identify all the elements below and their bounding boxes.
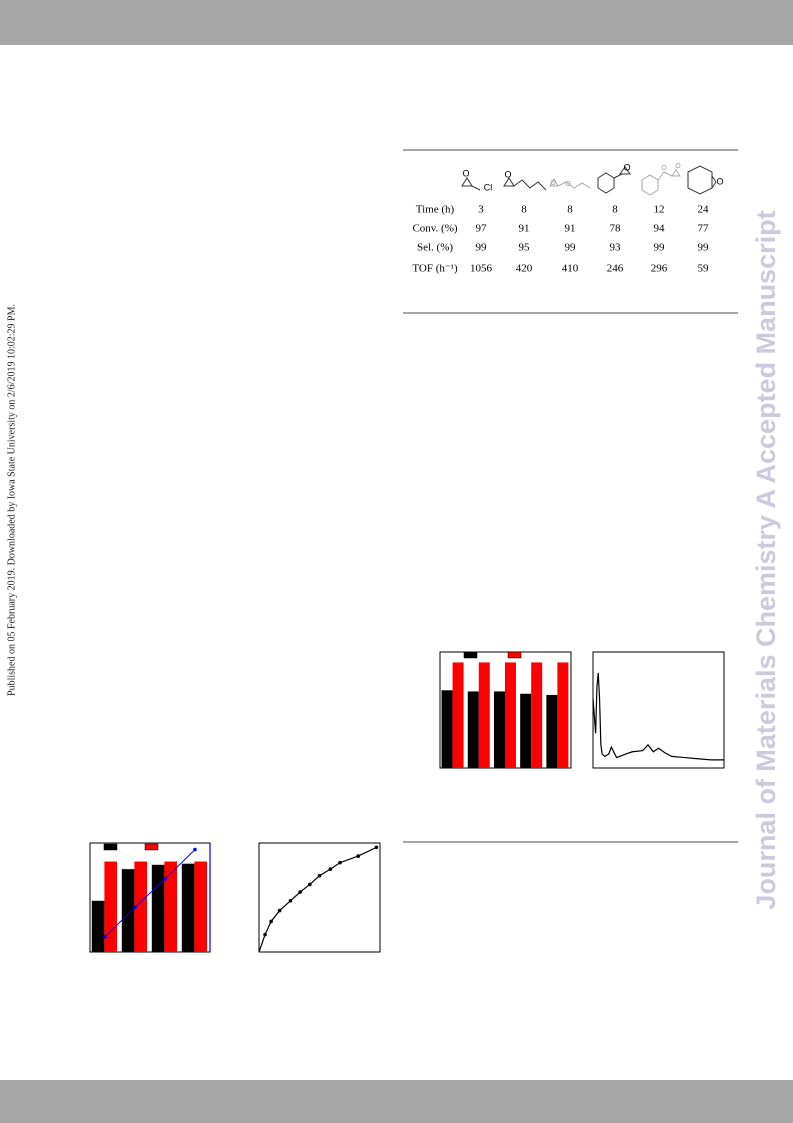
bar [121, 869, 135, 952]
point [277, 908, 282, 913]
table-cell: 97 [476, 223, 488, 235]
bar [104, 861, 117, 952]
row-label: TOF (h⁻¹) [412, 263, 458, 275]
point [163, 877, 167, 881]
row-label: Sel. (%) [417, 242, 453, 254]
bar [546, 694, 558, 768]
table-cell: 420 [516, 263, 533, 275]
atom-label: O [675, 163, 681, 170]
table-cell: 410 [562, 263, 579, 275]
point [288, 898, 293, 903]
figures [89, 651, 725, 953]
bar [181, 863, 195, 952]
table-cell: 93 [610, 242, 622, 254]
series-line [592, 672, 724, 761]
table-cell: 8 [521, 204, 527, 216]
table-cell: 94 [654, 223, 666, 235]
table-body: Time (h) 3 8 8 8 12 24 Conv. (%) 97 91 91 78 94 77 Sel… [412, 204, 709, 275]
table-cell: 59 [698, 263, 710, 275]
bar [194, 861, 207, 952]
legend-swatch [103, 843, 118, 851]
watermark: Journal of Materials Chemistry A Accepte… [751, 210, 781, 909]
point [317, 873, 322, 878]
point [356, 854, 361, 858]
bar [441, 690, 453, 768]
table-cell: 91 [565, 223, 576, 235]
bar [478, 662, 490, 768]
atom-label: O [716, 176, 723, 186]
series-line [104, 849, 196, 938]
table-cell: 99 [565, 242, 577, 254]
table-cell: 24 [698, 204, 710, 216]
table-cell: 78 [610, 223, 622, 235]
atom-label: O [661, 165, 667, 172]
bar [493, 691, 505, 768]
legend-swatch [463, 651, 478, 659]
series-line [258, 846, 377, 953]
row-label: Time (h) [416, 204, 455, 216]
atom-label: O [550, 180, 556, 187]
bar [467, 691, 479, 768]
table-cell: 8 [567, 204, 573, 216]
atom-label: O [623, 162, 630, 172]
bar [531, 662, 543, 768]
bar [134, 861, 147, 952]
point [328, 867, 333, 871]
table-cell: 99 [698, 242, 710, 254]
legend-swatch [507, 651, 522, 659]
plot-frame [592, 651, 725, 769]
bar [557, 662, 569, 768]
top-bar [0, 0, 793, 45]
point [374, 845, 379, 850]
bar [91, 900, 105, 952]
bar [151, 864, 165, 952]
point [103, 934, 107, 939]
table-cell: 91 [519, 223, 530, 235]
table-cell: 12 [654, 204, 665, 216]
point [133, 905, 137, 910]
plot-frame [258, 842, 381, 953]
point [338, 860, 342, 865]
point [269, 919, 273, 924]
table-cell: 99 [476, 242, 488, 254]
table-cell: 1056 [470, 263, 493, 275]
table-cell: 99 [654, 242, 666, 254]
bottom-bar [0, 1080, 793, 1123]
table-cell: 95 [519, 242, 531, 254]
table-cell: 3 [478, 204, 484, 216]
row-label: Conv. (%) [412, 223, 457, 235]
table-cell: 246 [607, 263, 624, 275]
table-cell: 296 [651, 263, 668, 275]
legend-swatch [144, 843, 159, 851]
bar [504, 662, 516, 768]
bar [164, 861, 177, 952]
point [298, 890, 302, 894]
atom-label: O [462, 168, 469, 178]
bar [452, 662, 464, 768]
atom-label: O [504, 169, 511, 179]
sidebar-text: Published on 05 February 2019. Downloade… [6, 304, 17, 696]
atom-label: Cl [484, 182, 493, 192]
table-cell: 77 [698, 223, 710, 235]
bar [520, 693, 532, 768]
atom-label: O [565, 181, 571, 188]
point [308, 882, 312, 887]
point [193, 847, 197, 852]
table-cell: 8 [612, 204, 618, 216]
point [263, 932, 267, 937]
structures [461, 165, 717, 196]
